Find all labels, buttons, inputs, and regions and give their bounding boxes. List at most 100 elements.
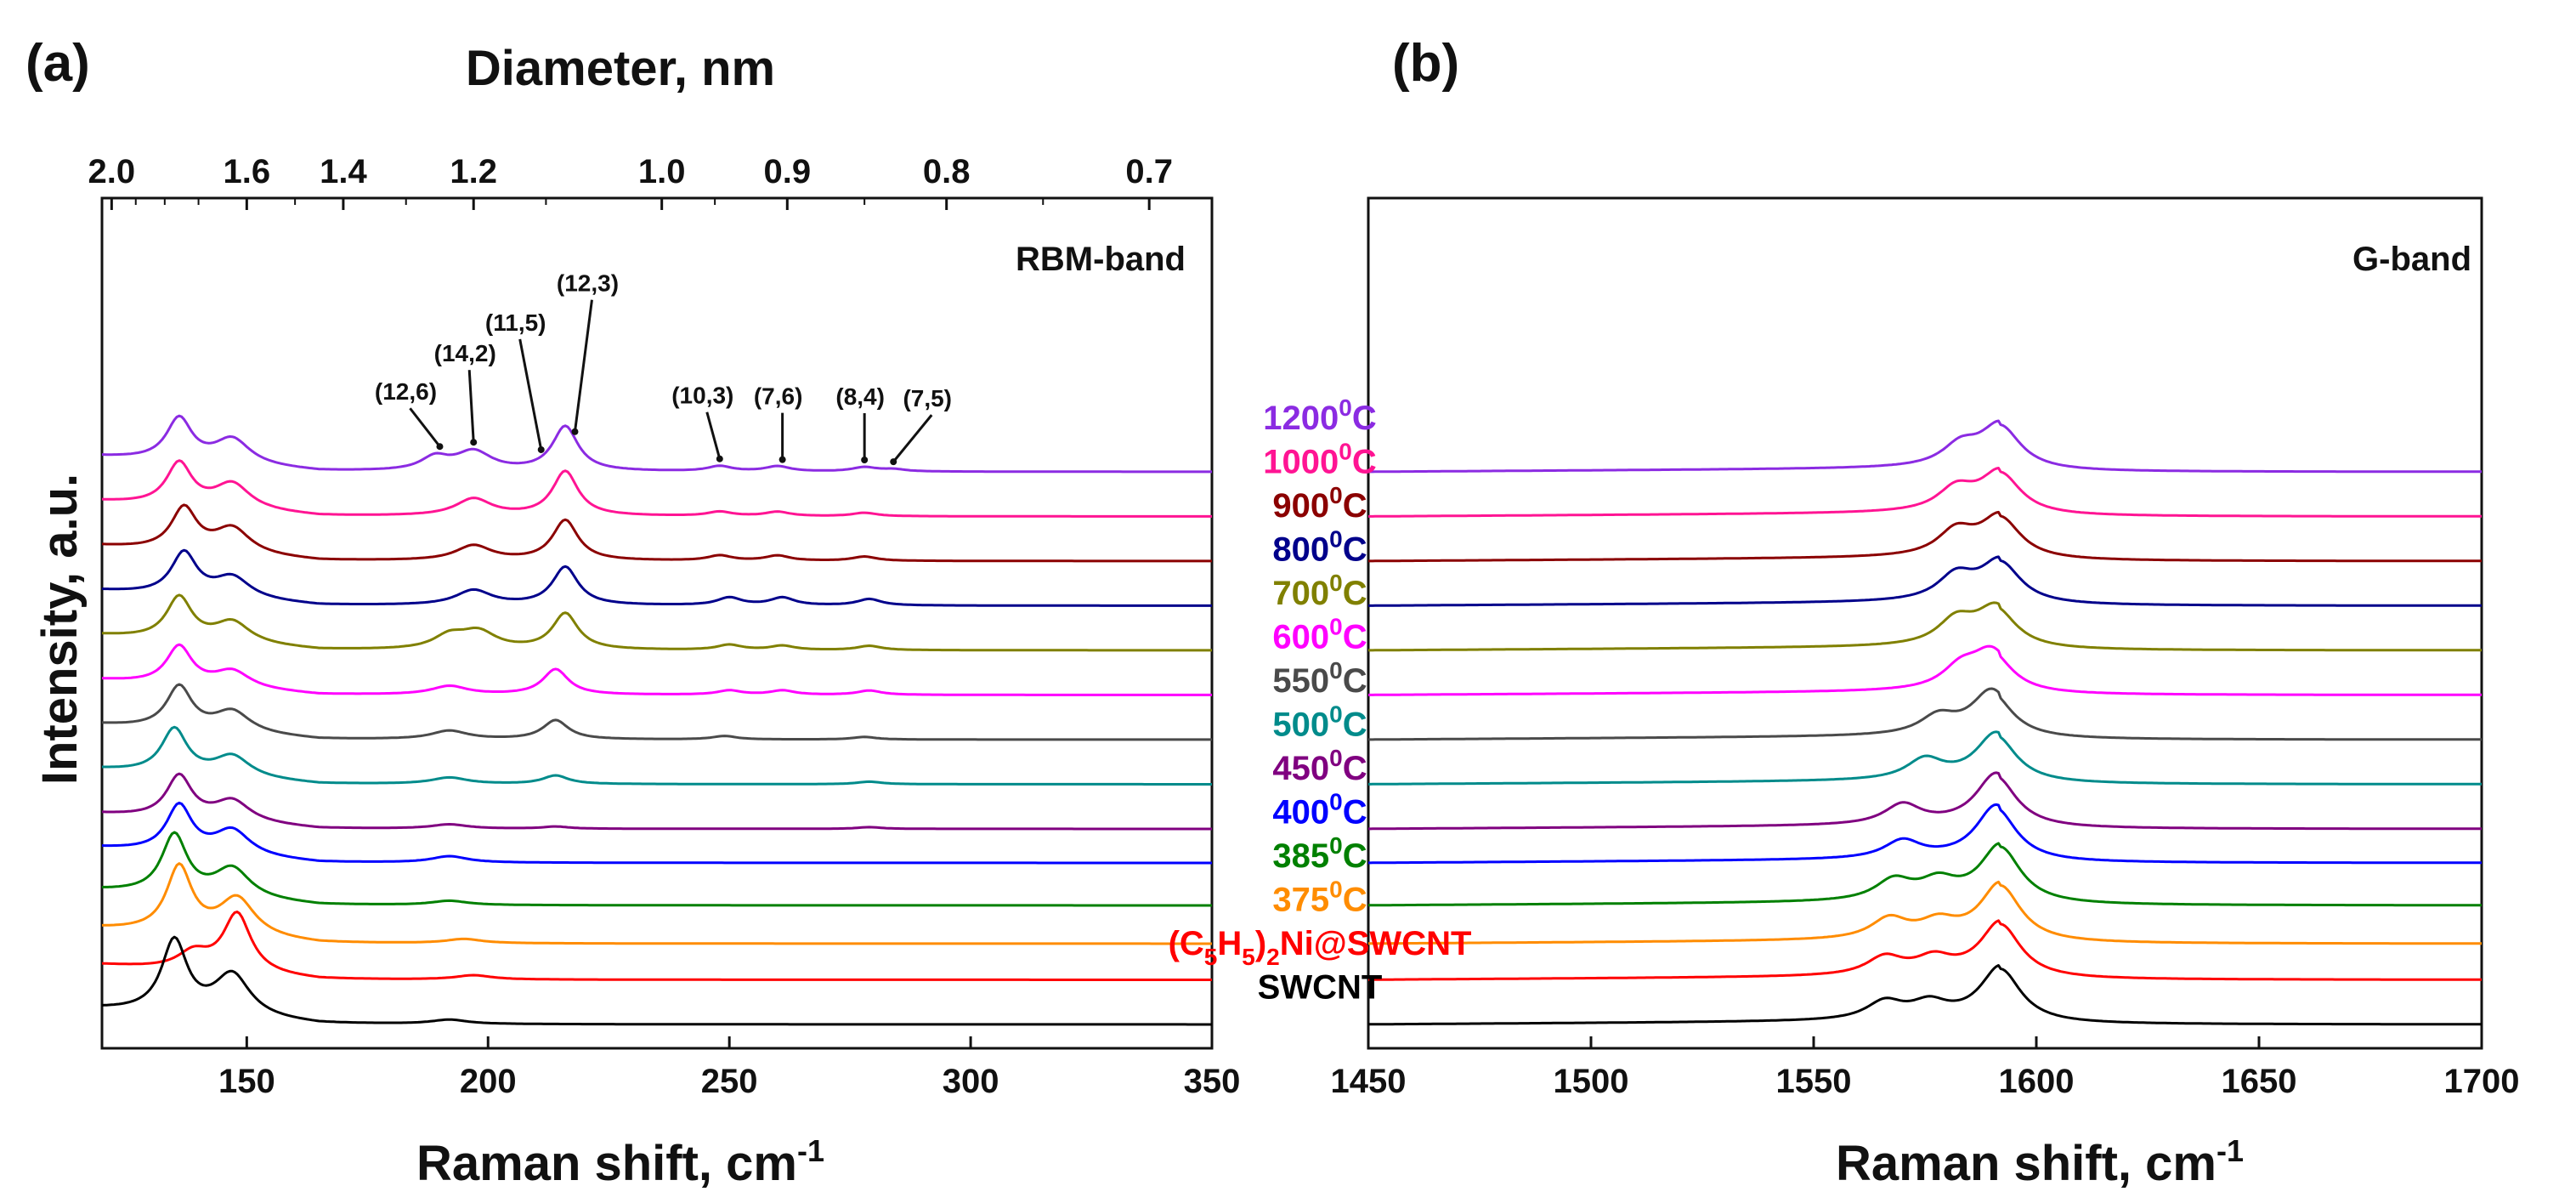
legend-item-part: Ni@SWCNT [1280, 925, 1472, 962]
x-axis-title-b: Raman shift, cm-1 [1836, 1133, 2244, 1191]
legend-item: 8000C [1272, 526, 1367, 569]
legend-item-sup: 0 [1329, 877, 1343, 903]
legend-item-tail: C [1352, 400, 1377, 437]
x-ticks-a: 150 200 250 300 350 [218, 1036, 1240, 1100]
x-tick-label-b: 1500 [1554, 1063, 1629, 1100]
legend: 12000C10000C9000C8000C7000C6000C5500C500… [1169, 394, 1472, 1007]
legend-item-base: 375 [1272, 882, 1329, 919]
legend-item-tail: C [1343, 531, 1367, 569]
g-trace-1200 [1368, 419, 2482, 474]
top-tick-label: 0.8 [923, 153, 971, 190]
annotation-label: (8,4) [835, 383, 885, 410]
rbm-traces [101, 414, 1212, 1026]
x-tick-label-b: 1700 [2444, 1063, 2520, 1100]
g-trace-450 [1368, 771, 2482, 831]
x-axis-title-a-text: Raman shift, cm [416, 1136, 797, 1191]
g-trace-SWCNT [1368, 964, 2482, 1026]
legend-item-sup: 0 [1329, 614, 1343, 640]
g-band-label: G-band [2352, 241, 2471, 278]
legend-item: 5000C [1272, 701, 1367, 744]
annotation-label: (14,2) [434, 340, 496, 366]
rbm-trace-600 [101, 643, 1212, 696]
annotation-arrowhead [470, 439, 478, 446]
g-trace-500 [1368, 730, 2482, 786]
annotation-arrow [573, 299, 593, 432]
legend-item-base: 385 [1272, 837, 1329, 875]
rbm-trace-800 [101, 548, 1212, 607]
legend-item-base: 700 [1272, 575, 1329, 612]
legend-item-part: (C [1169, 925, 1204, 962]
annotation-arrow [409, 407, 441, 448]
rbm-trace-900 [102, 503, 1212, 563]
legend-item-sup: 0 [1329, 745, 1343, 771]
annotation-arrow [518, 338, 543, 451]
panel-a-label: (a) [25, 34, 90, 93]
rbm-trace-SWCNT [101, 935, 1212, 1026]
legend-item: 7000C [1272, 570, 1367, 612]
top-tick-label: 2.0 [88, 153, 136, 190]
legend-item: 10000C [1263, 439, 1376, 481]
rbm-trace-1000 [101, 459, 1212, 518]
legend-item-sup: 0 [1329, 526, 1343, 553]
legend-item-sup: 0 [1329, 832, 1343, 859]
legend-item-base: 400 [1272, 794, 1329, 831]
legend-item: 3850C [1272, 832, 1367, 875]
annotation-label: (11,5) [485, 309, 546, 336]
g-trace-900 [1368, 510, 2482, 563]
legend-item: 9000C [1272, 482, 1367, 525]
legend-item-tail: C [1343, 662, 1367, 700]
rbm-trace-450 [102, 772, 1212, 831]
legend-item-tail: C [1343, 837, 1367, 875]
rbm-trace-400 [101, 801, 1212, 865]
top-tick-label: 1.2 [450, 153, 497, 190]
annotation-arrowhead [537, 445, 545, 453]
rbm-trace-375 [101, 862, 1212, 945]
x-tick-label-a: 350 [1184, 1063, 1241, 1100]
annotation-arrowhead [861, 456, 869, 463]
x-tick-label-b: 1450 [1331, 1063, 1407, 1100]
legend-item-sup: 0 [1329, 570, 1343, 596]
legend-item: 5500C [1272, 657, 1367, 700]
annotation-arrowhead [716, 455, 723, 462]
legend-item-base: 800 [1272, 531, 1329, 569]
legend-item-base: 1200 [1263, 400, 1339, 437]
legend-item-part: H [1217, 925, 1242, 962]
annotation-label: (12,6) [375, 378, 437, 405]
g-trace-400 [1368, 803, 2482, 865]
x-tick-label-a: 200 [460, 1063, 517, 1100]
g-trace-(C5H5)2Ni@SWCNT [1368, 919, 2482, 981]
rbm-trace-1200 [102, 414, 1212, 474]
rbm-band-label: RBM-band [1016, 241, 1186, 278]
x-tick-label-b: 1650 [2222, 1063, 2297, 1100]
y-axis-title: Intensity, a.u. [32, 474, 88, 785]
x-axis-title-b-text: Raman shift, cm [1836, 1136, 2216, 1191]
legend-item-sup: 0 [1339, 439, 1352, 465]
legend-item-sup: 0 [1329, 789, 1343, 815]
x-tick-label-a: 150 [218, 1063, 275, 1100]
rbm-trace-550 [101, 683, 1212, 741]
top-tick-label: 0.9 [764, 153, 812, 190]
legend-item-sup: 0 [1329, 657, 1343, 684]
legend-item-tail: C [1343, 575, 1367, 612]
legend-item-base: 550 [1272, 662, 1329, 700]
plot-frame-b [1367, 196, 2483, 1050]
legend-item: 4500C [1272, 745, 1367, 787]
legend-item-part: 5 [1204, 944, 1218, 970]
annotation-arrowhead [778, 456, 786, 463]
g-trace-375 [1368, 880, 2482, 945]
g-trace-550 [1368, 687, 2482, 741]
legend-item: 4000C [1272, 789, 1367, 831]
legend-item-tail: C [1343, 487, 1367, 525]
top-tick-label: 1.6 [224, 153, 271, 190]
legend-item: 3750C [1272, 877, 1367, 919]
legend-item-base: 900 [1272, 487, 1329, 525]
plot-frame-a [100, 196, 1214, 1050]
g-traces [1368, 419, 2482, 1026]
rbm-trace-(C5H5)2Ni@SWCNT [101, 911, 1212, 981]
legend-item: 6000C [1272, 614, 1367, 656]
top-tick-label: 0.7 [1125, 153, 1173, 190]
legend-item-sup: 0 [1339, 394, 1352, 421]
annotation-arrowhead [436, 443, 444, 451]
annotation-label: (7,6) [754, 383, 803, 410]
